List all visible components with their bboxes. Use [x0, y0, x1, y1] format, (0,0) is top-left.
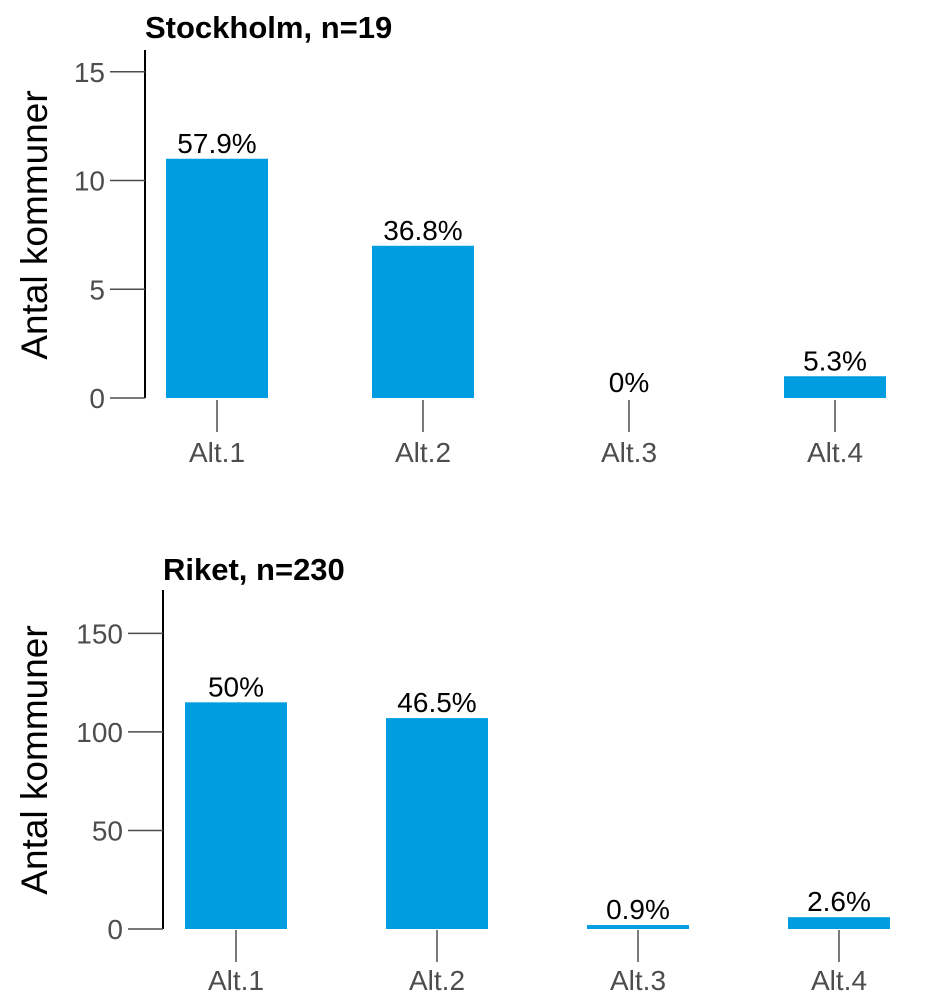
bar: [587, 925, 689, 929]
data-label: 36.8%: [383, 215, 462, 246]
y-axis-label: Antal kommuner: [14, 90, 55, 359]
chart-panel-2: Riket, n=230 Antal kommuner 0 50 100 150 Alt.1…: [14, 552, 890, 994]
x-tick-label: Alt.4: [811, 965, 867, 994]
y-tick-label: 5: [89, 274, 105, 305]
x-tick-label: Alt.1: [189, 437, 245, 468]
bar: [166, 158, 268, 398]
x-tick-label: Alt.3: [610, 965, 666, 994]
bar: [185, 702, 287, 929]
bar: [784, 376, 886, 398]
x-tick-label: Alt.2: [395, 437, 451, 468]
bar: [788, 917, 890, 929]
y-tick-label: 100: [76, 717, 123, 748]
y-tick-label: 50: [92, 815, 123, 846]
chart-title: Riket, n=230: [163, 552, 345, 587]
y-tick-label: 0: [107, 914, 123, 945]
y-tick-label: 0: [89, 383, 105, 414]
chart-title: Stockholm, n=19: [145, 10, 392, 45]
data-label: 0.9%: [606, 894, 670, 925]
bar: [386, 718, 488, 929]
y-axis-label: Antal kommuner: [14, 625, 55, 894]
x-tick-label: Alt.4: [807, 437, 863, 468]
data-label: 46.5%: [397, 687, 476, 718]
data-label: 0%: [609, 367, 649, 398]
data-label: 5.3%: [803, 345, 867, 376]
y-tick-label: 10: [74, 166, 105, 197]
x-tick-label: Alt.2: [409, 965, 465, 994]
data-label: 2.6%: [807, 886, 871, 917]
data-label: 57.9%: [177, 128, 256, 159]
data-label: 50%: [208, 671, 264, 702]
chart-panel-1: Stockholm, n=19 Antal kommuner 0 5 10 15 Alt.1…: [14, 10, 886, 468]
y-tick-label: 150: [76, 618, 123, 649]
bar: [372, 245, 474, 398]
x-tick-label: Alt.3: [601, 437, 657, 468]
y-tick-label: 15: [74, 57, 105, 88]
x-tick-label: Alt.1: [208, 965, 264, 994]
